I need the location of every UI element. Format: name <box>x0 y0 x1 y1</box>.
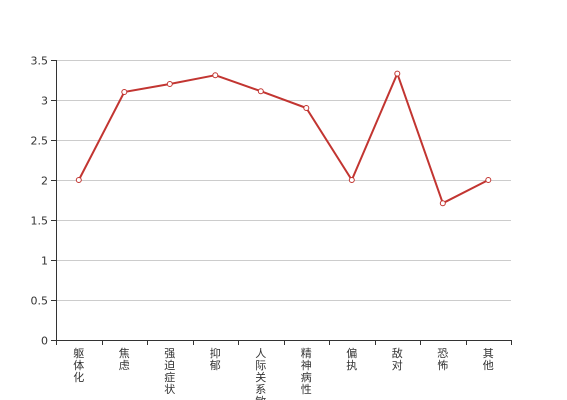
data-point <box>485 177 492 183</box>
data-point <box>121 89 128 95</box>
y-tick-label: 3.5 <box>31 55 49 68</box>
series-markers <box>75 70 492 207</box>
x-category-label: 其他 <box>483 347 494 372</box>
y-tick-label: 1.5 <box>31 215 49 228</box>
data-point <box>75 177 82 183</box>
x-category-label: 人际关系敏感 <box>255 347 266 400</box>
x-category-label: 焦虑 <box>119 347 130 372</box>
y-tick-label: 3 <box>41 95 48 108</box>
axes <box>56 60 511 341</box>
x-category-label: 躯体化 <box>73 347 84 384</box>
data-point <box>257 88 264 95</box>
y-tick-label: 0 <box>41 335 48 348</box>
x-category-label: 精神病性 <box>301 347 312 396</box>
series-line-path <box>77 72 489 205</box>
x-category-label: 抑郁 <box>210 346 221 372</box>
x-category-label: 恐怖 <box>437 347 448 372</box>
data-point <box>394 70 401 77</box>
data-point <box>212 72 219 79</box>
y-tick-label: 2.5 <box>31 135 49 148</box>
grid-lines <box>56 60 511 301</box>
x-category-label: 敌对 <box>392 346 403 372</box>
y-axis-ticks: 0 0.5 1 1.5 2 2.5 3 3.5 <box>31 55 56 348</box>
series-line <box>77 72 489 205</box>
data-point <box>166 81 173 87</box>
data-point <box>439 200 446 207</box>
data-point <box>348 177 355 183</box>
y-tick-label: 0.5 <box>31 295 49 308</box>
x-category-label: 偏执 <box>346 346 357 372</box>
x-axis-ticks: 躯体化 焦虑 强迫症状 抑郁 人际关系敏感 精神病性 偏执 敌对 恐怖 其他 <box>56 340 512 400</box>
y-tick-label: 2 <box>41 175 48 188</box>
y-tick-label: 1 <box>41 255 48 268</box>
x-category-label: 强迫症状 <box>164 347 175 396</box>
data-point <box>303 105 310 111</box>
